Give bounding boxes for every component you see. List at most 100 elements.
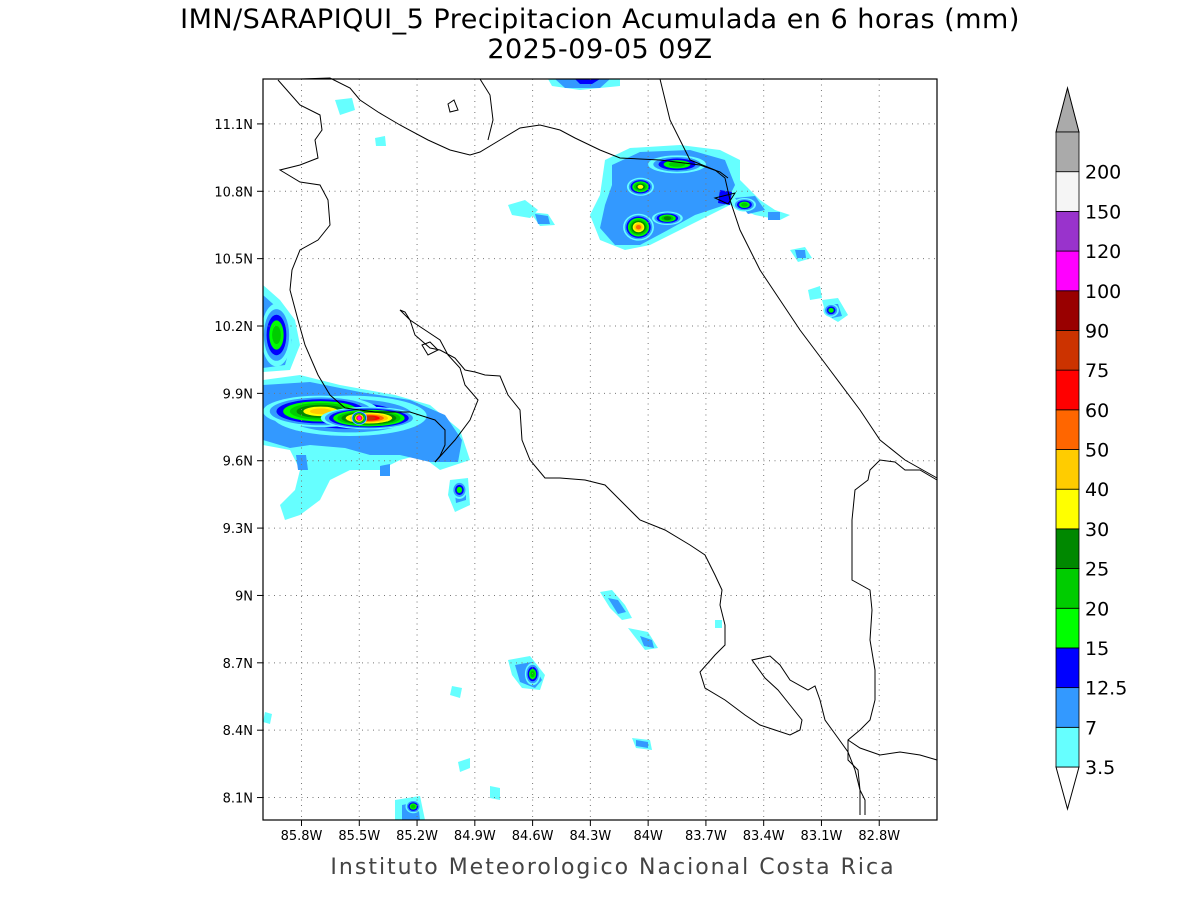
legend-swatch (1055, 409, 1080, 450)
pacific-coast-north (277, 79, 446, 463)
color-legend: 3.5 7 12.5 15 20 25 30 40 50 60 75 90 100 120 150 200 (1055, 86, 1127, 811)
lat-tick-label: 10.8N (214, 185, 253, 200)
precipitation-field (263, 79, 848, 820)
legend-swatch (1055, 488, 1080, 530)
precip-contour-band (530, 670, 535, 678)
lon-tick-label: 85.5W (338, 829, 380, 844)
legend-label: 30 (1085, 519, 1109, 541)
legend-swatch (1055, 290, 1080, 331)
legend-label: 40 (1085, 479, 1109, 501)
legend-swatch (1055, 330, 1080, 371)
legend-swatch (1055, 369, 1080, 411)
precip-contour-band (456, 486, 463, 494)
precip-contour-band (741, 202, 748, 207)
legend-swatch (1055, 568, 1080, 609)
legend-label: 120 (1085, 241, 1121, 263)
legend-label: 3.5 (1085, 757, 1115, 779)
precip-patch (768, 212, 780, 220)
legend-min-arrow (1055, 766, 1080, 811)
precip-contour-band (357, 416, 362, 421)
lon-tick-label: 82.8W (858, 829, 900, 844)
lon-tick-label: 85.8W (281, 829, 323, 844)
panama-border (847, 459, 938, 815)
legend-swatch (1055, 250, 1080, 292)
precip-patch (795, 250, 806, 258)
legend-swatch (1055, 726, 1080, 768)
map-title: IMN/SARAPIQUI_5 Precipitacion Acumulada … (180, 4, 1020, 35)
map-axes: 85.8W 85.5W 85.2W 84.9W 84.6W 84.3W 84W 83.7W 83… (214, 118, 900, 844)
legend-label: 75 (1085, 360, 1109, 382)
legend-label: 50 (1085, 440, 1109, 462)
map-subtitle: 2025-09-05 09Z (487, 34, 713, 65)
footer-credit: Instituto Meteorologico Nacional Costa R… (330, 855, 896, 880)
nicoya-island (421, 341, 439, 356)
legend-swatch (1055, 687, 1080, 728)
precip-patch (508, 200, 538, 218)
nicaragua-coast (479, 78, 494, 141)
precip-patch (490, 786, 500, 800)
lon-tick-label: 84W (633, 829, 663, 844)
nicaragua-border (299, 77, 729, 179)
precip-patch (640, 636, 654, 648)
legend-swatch (1055, 528, 1080, 569)
precip-patch (458, 758, 470, 772)
precip-patch (575, 79, 600, 84)
nicoya-gulf-coast (399, 309, 861, 815)
lon-tick-label: 84.3W (569, 829, 611, 844)
nicaragua-lake (447, 99, 459, 113)
legend-swatch (1055, 210, 1080, 252)
legend-label: 60 (1085, 400, 1109, 422)
precip-patch (608, 598, 626, 614)
legend-label: 15 (1085, 638, 1109, 660)
legend-swatch (1055, 647, 1080, 689)
lat-tick-label: 9.3N (223, 522, 253, 537)
precip-patch (715, 620, 722, 628)
precip-contour-band (411, 804, 416, 809)
lon-tick-label: 83.4W (743, 829, 785, 844)
map-grid (263, 79, 937, 820)
lat-tick-label: 9.6N (223, 455, 253, 470)
lat-tick-label: 10.2N (214, 320, 253, 335)
lat-tick-label: 9N (235, 589, 253, 604)
lat-tick-label: 9.9N (223, 387, 253, 402)
lat-tick-label: 8.4N (223, 724, 253, 739)
lon-tick-label: 85.2W (396, 829, 438, 844)
lat-tick-label: 11.1N (214, 118, 253, 133)
precip-contour-band (635, 224, 642, 230)
lon-tick-label: 84.9W (454, 829, 496, 844)
caribbean-coast (659, 78, 938, 479)
precip-contour-band (310, 408, 332, 415)
precip-patch (808, 286, 822, 300)
precip-patch (263, 712, 272, 724)
lon-tick-label: 83.7W (685, 829, 727, 844)
legend-label: 90 (1085, 320, 1109, 342)
precip-patch (375, 136, 386, 146)
map-frame (262, 78, 938, 821)
lat-tick-label: 8.7N (223, 657, 253, 672)
precip-patch (450, 686, 462, 698)
lon-tick-label: 83.1W (801, 829, 843, 844)
lat-tick-label: 8.1N (223, 792, 253, 807)
legend-label: 100 (1085, 281, 1121, 303)
precip-patch (296, 455, 308, 470)
precip-contour-band (663, 216, 672, 221)
lat-tick-label: 10.5N (214, 253, 253, 268)
legend-swatch (1055, 171, 1080, 212)
precip-contour-band (272, 326, 281, 344)
legend-label: 20 (1085, 598, 1109, 620)
legend-label: 7 (1085, 717, 1097, 739)
coastlines (277, 77, 938, 815)
precip-patch (636, 740, 648, 748)
lon-tick-label: 84.6W (512, 829, 554, 844)
legend-swatch (1055, 607, 1080, 649)
precip-patch (380, 464, 390, 476)
precip-patch (335, 98, 355, 115)
panama-coast (847, 739, 938, 761)
legend-label: 200 (1085, 162, 1121, 184)
legend-label: 150 (1085, 201, 1121, 223)
border-marker (713, 192, 737, 205)
precip-contour-band (828, 307, 834, 313)
legend-swatch (1055, 449, 1080, 490)
legend-label: 12.5 (1085, 678, 1127, 700)
